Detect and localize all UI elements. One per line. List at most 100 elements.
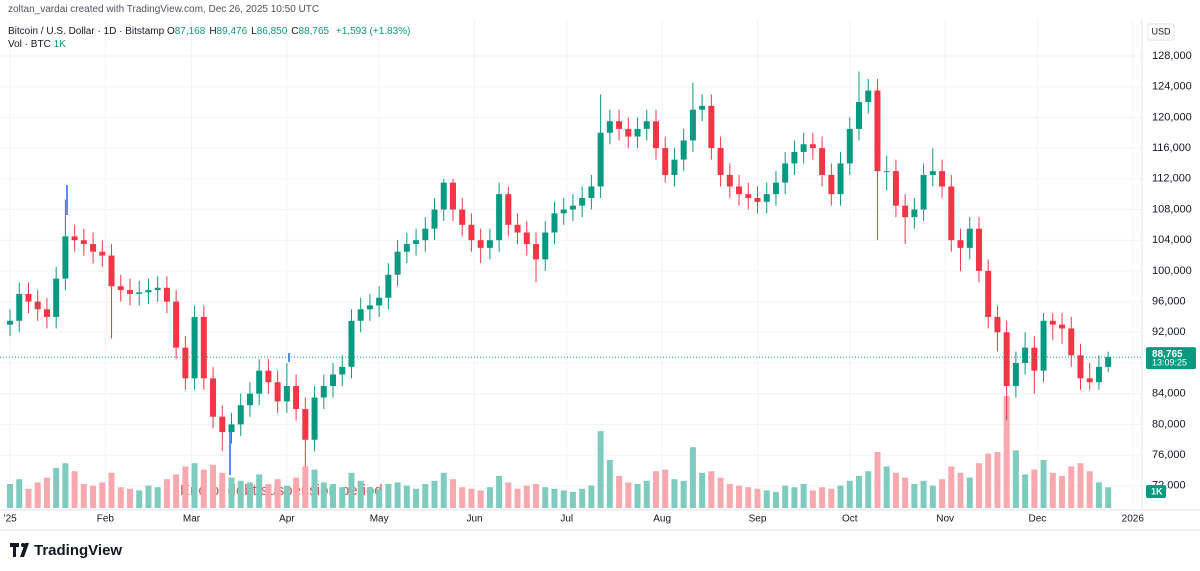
candle-body	[505, 194, 512, 225]
volume-bar	[754, 488, 761, 508]
candle-body	[939, 171, 946, 187]
candle-body	[1095, 366, 1102, 383]
candle-body	[606, 121, 613, 133]
candle-body	[569, 205, 576, 210]
volume-bar	[191, 463, 198, 508]
volume-bar	[459, 487, 466, 508]
ohlc-value: 86,850	[256, 26, 288, 37]
volume-bar	[136, 490, 143, 508]
volume-bar	[662, 469, 669, 508]
volume-tick-box	[1146, 485, 1166, 498]
ohlc-value: 87,168	[174, 26, 206, 37]
volume-bar	[256, 474, 263, 508]
candle-body	[283, 386, 290, 402]
volume-bar	[1068, 466, 1075, 508]
candle-body	[431, 209, 438, 229]
volume-bar	[90, 485, 97, 508]
candle-body	[680, 140, 687, 160]
candle-body	[579, 197, 586, 206]
volume-bar	[920, 480, 927, 508]
volume-bar	[772, 492, 779, 508]
candle-body	[219, 416, 226, 433]
volume-bar	[16, 479, 23, 508]
candle-body	[228, 424, 235, 433]
volume-bar	[551, 488, 558, 508]
volume-bar	[99, 482, 106, 508]
candle-body	[533, 244, 540, 260]
volume-bar	[892, 472, 899, 508]
volume-bar	[385, 484, 392, 508]
x-tick-label: Oct	[842, 514, 858, 525]
candle-body	[837, 163, 844, 195]
candle-body	[782, 163, 789, 183]
candle-body	[763, 194, 770, 202]
volume-bar	[348, 472, 355, 508]
ohlc-key: C	[291, 26, 299, 37]
volume-bar	[579, 488, 586, 508]
candle-body	[994, 316, 1001, 333]
candle-body	[126, 290, 133, 294]
y-tick-label: 104,000	[1152, 234, 1192, 246]
y-tick-label: 100,000	[1152, 265, 1192, 277]
candle-body	[16, 293, 23, 321]
logo	[10, 543, 29, 557]
volume-bar	[689, 447, 696, 508]
volume-bar	[357, 480, 364, 508]
volume-bar	[43, 477, 50, 508]
volume-bar	[865, 471, 872, 508]
candle-body	[902, 205, 909, 218]
volume-bar	[80, 484, 87, 508]
volume-bar	[560, 490, 567, 508]
brand: TradingView	[34, 542, 122, 559]
volume-bar	[210, 464, 217, 508]
volume-bar	[1059, 476, 1066, 508]
logo-mark	[10, 543, 29, 557]
x-tick-label: Jun	[466, 514, 482, 525]
volume-bar	[939, 479, 946, 508]
candle-body	[865, 90, 872, 103]
volume-bar	[542, 487, 549, 508]
volume-bar	[449, 479, 456, 508]
volume-bar	[800, 484, 807, 508]
candle-body	[745, 194, 752, 198]
candle-body	[948, 186, 955, 241]
volume-bar	[320, 482, 327, 508]
candle-body	[957, 240, 964, 248]
volume-bar	[883, 466, 890, 508]
volume-bars	[7, 396, 1112, 508]
volume-bar	[929, 485, 936, 508]
candle-body	[191, 316, 198, 379]
candle-body	[772, 182, 779, 195]
candle-body	[302, 409, 309, 440]
volume-bar	[588, 485, 595, 508]
volume-bar	[163, 479, 170, 508]
candle-body	[53, 278, 60, 317]
ohlc-key: H	[209, 26, 217, 37]
candle-body	[689, 109, 696, 141]
volume-bar	[366, 487, 373, 508]
volume-bar	[791, 487, 798, 508]
volume-bar	[911, 484, 918, 508]
y-tick-label: 80,000	[1152, 418, 1186, 430]
volume-bar	[763, 490, 770, 508]
candle-body	[348, 320, 355, 367]
volume-bar	[117, 487, 124, 508]
x-tick-label: Dec	[1029, 514, 1047, 525]
volume-bar	[745, 487, 752, 508]
ohlc-key: L	[251, 26, 257, 37]
candle-body	[856, 102, 863, 129]
symbol: Bitcoin / U.S. Dollar · 1D · Bitstamp	[8, 26, 165, 37]
last-price-label: 88,765	[1152, 349, 1183, 360]
candle-body	[1105, 357, 1112, 367]
candle-body	[210, 378, 217, 417]
volume-bar	[413, 488, 420, 508]
volume-bar	[985, 453, 992, 508]
volume-bar	[1095, 482, 1102, 508]
ohlc-value: 88,765	[298, 26, 330, 37]
volume-bar	[53, 468, 60, 508]
volume-bar	[902, 477, 909, 508]
candle-body	[920, 174, 927, 210]
candles	[7, 71, 1112, 467]
candle-body	[274, 382, 281, 402]
